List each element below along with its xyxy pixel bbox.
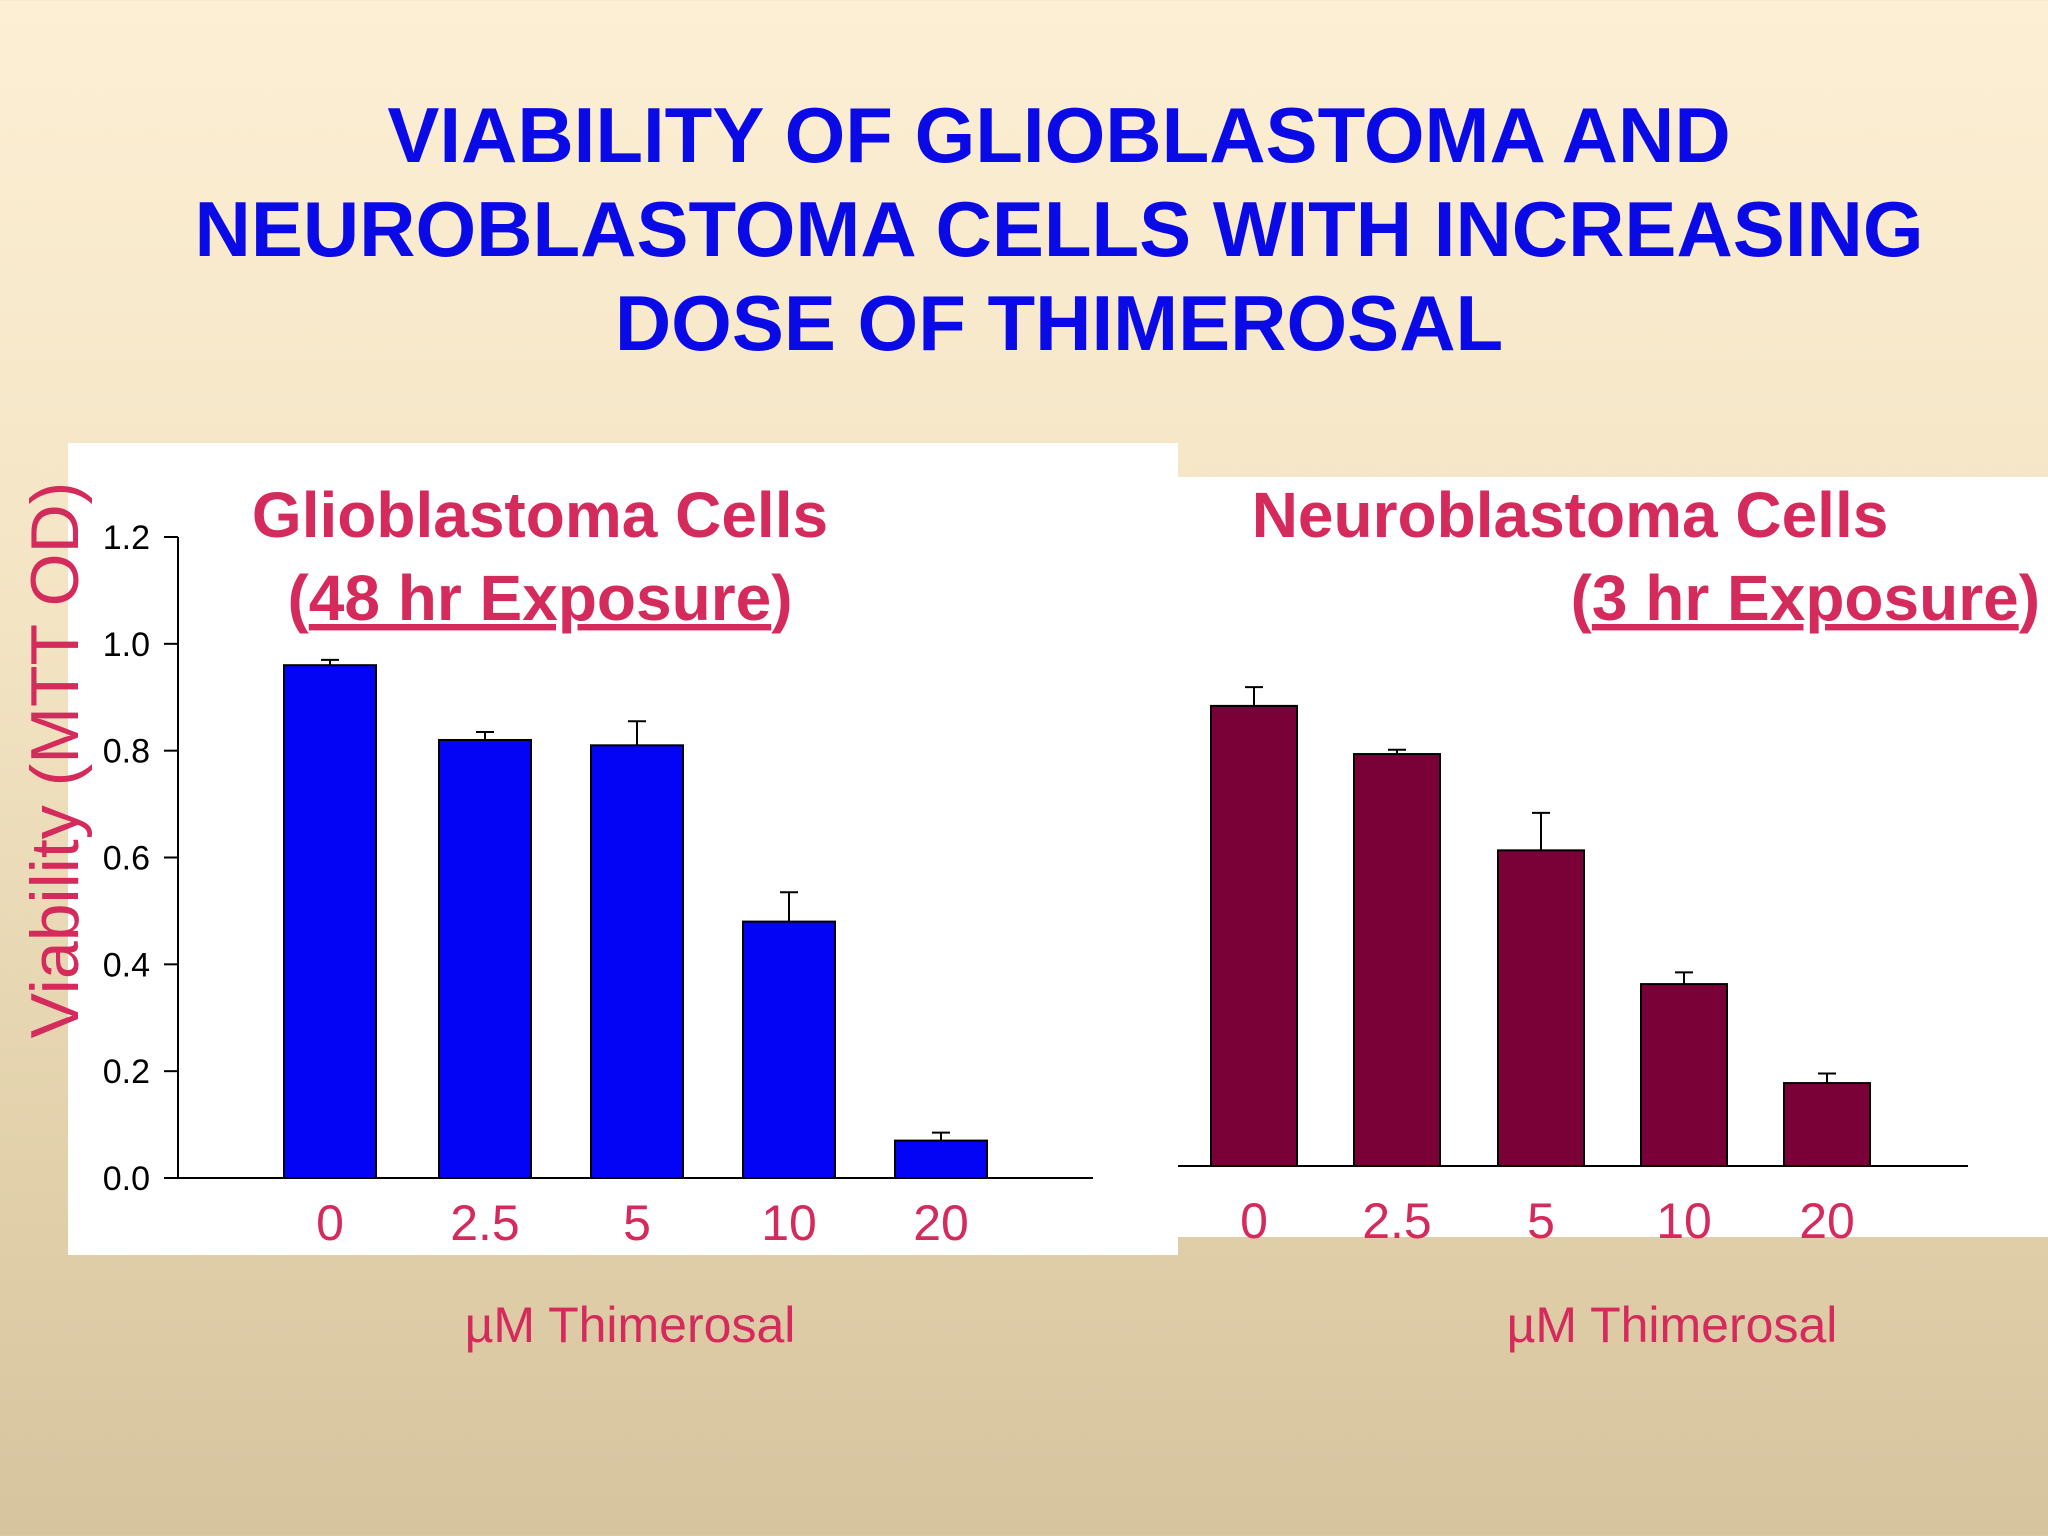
glioblastoma-x-tick-label: 2.5 [450,1195,520,1251]
glioblastoma-y-tick-label: 1.2 [103,519,150,557]
neuroblastoma-panel-background [1178,477,2048,1237]
neuroblastoma-x-axis-label: µM Thimerosal [1507,1297,1838,1353]
glioblastoma-y-tick-label: 0.4 [103,946,150,984]
glioblastoma-x-tick-label: 20 [913,1195,969,1251]
glioblastoma-y-tick-label: 0.6 [103,840,150,878]
glioblastoma-chart-subtitle: (48 hr Exposure) [287,562,792,634]
glioblastoma-y-tick-label: 0.2 [103,1053,150,1091]
glioblastoma-y-tick-label: 0.8 [103,733,150,771]
slide-title-line-1: VIABILITY OF GLIOBLASTOMA AND [387,91,1731,179]
neuroblastoma-x-tick-label: 0 [1240,1193,1268,1249]
slide-title-line-3: DOSE OF THIMEROSAL [614,279,1504,367]
neuroblastoma-x-tick-label: 20 [1799,1193,1855,1249]
glioblastoma-x-tick-label: 0 [316,1195,344,1251]
neuroblastoma-bar [1640,983,1728,1167]
glioblastoma-bar [438,738,532,1179]
neuroblastoma-chart: Neuroblastoma Cells (3 hr Exposure) µM T… [1178,479,2040,1353]
glioblastoma-y-axis-label: Viability (MTT OD) [17,482,93,1039]
neuroblastoma-chart-subtitle: (3 hr Exposure) [1571,562,2040,634]
neuroblastoma-x-tick-label: 10 [1656,1193,1712,1249]
glioblastoma-y-tick-label: 1.0 [103,626,150,664]
neuroblastoma-x-tick-label: 5 [1527,1193,1555,1249]
slide-title-line-2: NEUROBLASTOMA CELLS WITH INCREASING [194,185,1924,273]
glioblastoma-x-axis-label: µM Thimerosal [465,1297,796,1353]
glioblastoma-y-tick-label: 0.0 [103,1160,150,1198]
neuroblastoma-bar [1353,753,1441,1167]
glioblastoma-bar [742,920,836,1179]
glioblastoma-bar [283,664,377,1179]
glioblastoma-bar [590,744,684,1179]
neuroblastoma-chart-title: Neuroblastoma Cells [1252,479,1889,551]
neuroblastoma-bar [1210,704,1298,1168]
glioblastoma-x-tick-label: 10 [761,1195,817,1251]
neuroblastoma-bar [1783,1082,1871,1167]
neuroblastoma-bar [1497,849,1585,1167]
neuroblastoma-x-tick-label: 2.5 [1362,1193,1432,1249]
glioblastoma-chart: Glioblastoma Cells (48 hr Exposure) Viab… [17,479,1093,1353]
glioblastoma-bar [894,1139,988,1179]
glioblastoma-chart-title: Glioblastoma Cells [252,479,828,551]
glioblastoma-x-tick-label: 5 [623,1195,651,1251]
slide-title: VIABILITY OF GLIOBLASTOMA AND NEUROBLAST… [0,88,2048,370]
